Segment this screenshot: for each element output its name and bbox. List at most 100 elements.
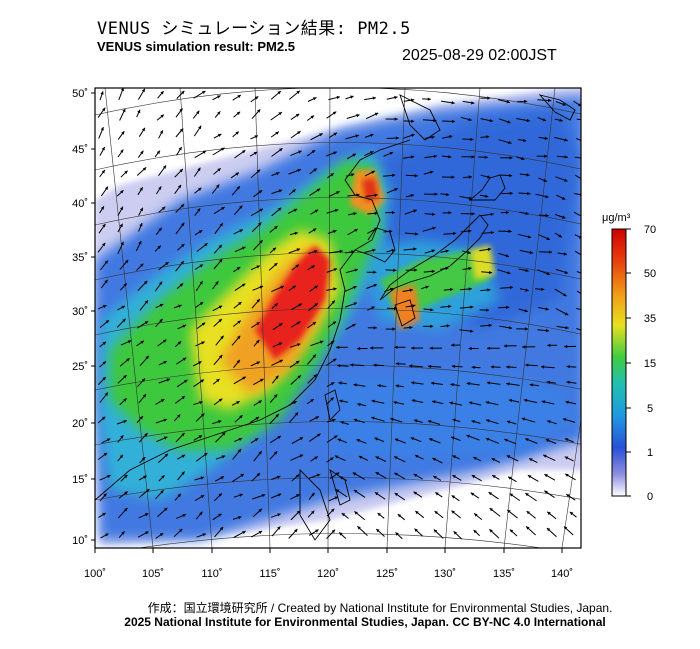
wind-arrow bbox=[117, 507, 128, 519]
wind-arrow bbox=[270, 111, 283, 121]
wind-arrow bbox=[155, 186, 162, 195]
wind-arrow bbox=[440, 304, 452, 309]
wind-arrow bbox=[471, 365, 481, 369]
wind-arrow bbox=[386, 95, 398, 100]
wind-arrow bbox=[449, 401, 463, 406]
wind-arrow bbox=[117, 149, 124, 158]
wind-arrow bbox=[404, 209, 417, 215]
wind-arrow bbox=[500, 156, 513, 160]
lat-tick-label: 20˚ bbox=[72, 418, 88, 430]
wind-arrow bbox=[306, 149, 316, 157]
wind-arrow bbox=[521, 417, 536, 423]
wind-arrow bbox=[491, 474, 500, 480]
wind-arrow bbox=[99, 360, 107, 368]
wind-arrow bbox=[538, 250, 553, 254]
wind-arrow bbox=[195, 280, 204, 292]
wind-arrow bbox=[576, 308, 581, 311]
wind-arrow bbox=[345, 134, 359, 140]
wind-arrow bbox=[340, 421, 349, 425]
wind-arrow bbox=[554, 288, 567, 297]
wind-arrow bbox=[307, 354, 317, 365]
wind-arrow bbox=[328, 132, 338, 139]
wind-arrow bbox=[471, 474, 482, 482]
wind-arrow bbox=[525, 438, 538, 444]
wind-arrow bbox=[137, 378, 146, 388]
wind-arrow bbox=[339, 476, 347, 482]
wind-arrow bbox=[497, 252, 510, 258]
wind-arrow bbox=[98, 512, 106, 519]
wind-arrow bbox=[213, 318, 223, 327]
wind-arrow bbox=[97, 416, 106, 424]
wind-arrow bbox=[347, 228, 359, 236]
wind-arrow bbox=[310, 209, 319, 215]
wind-arrow bbox=[193, 401, 203, 406]
wind-arrow bbox=[270, 285, 285, 293]
wind-arrow bbox=[347, 193, 360, 197]
wind-arrow bbox=[364, 248, 376, 253]
lat-tick-label: 10˚ bbox=[72, 535, 88, 547]
wind-arrow bbox=[250, 95, 259, 103]
wind-arrow bbox=[489, 528, 500, 539]
wind-arrow bbox=[100, 186, 109, 197]
lat-tick-label: 40˚ bbox=[72, 198, 88, 210]
wind-arrow bbox=[158, 474, 165, 482]
wind-arrow bbox=[574, 156, 581, 159]
wind-arrow bbox=[118, 88, 124, 101]
wind-arrow bbox=[423, 308, 434, 312]
wind-arrow bbox=[213, 354, 223, 366]
wind-arrow bbox=[345, 268, 359, 274]
pm25-field bbox=[95, 88, 581, 545]
wind-arrow bbox=[250, 208, 264, 217]
wind-arrow bbox=[271, 172, 280, 177]
wind-arrow bbox=[544, 473, 556, 481]
wind-arrow bbox=[271, 189, 283, 195]
wind-arrow bbox=[473, 529, 481, 537]
wind-arrow bbox=[174, 168, 184, 178]
wind-arrow bbox=[564, 473, 576, 481]
wind-arrow bbox=[192, 360, 202, 367]
wind-arrow bbox=[405, 194, 415, 198]
wind-arrow bbox=[308, 529, 319, 536]
map-frame bbox=[94, 87, 582, 549]
wind-arrow bbox=[252, 508, 263, 518]
wind-arrow bbox=[120, 170, 128, 178]
wind-arrow bbox=[451, 510, 462, 519]
lat-tick-label: 25˚ bbox=[72, 361, 88, 373]
wind-arrow bbox=[383, 151, 394, 157]
wind-arrow bbox=[233, 205, 243, 216]
wind-arrow bbox=[174, 493, 182, 501]
wind-arrow bbox=[251, 298, 261, 309]
wind-arrow bbox=[307, 97, 317, 102]
wind-arrow bbox=[504, 438, 517, 445]
lat-tick-label: 45˚ bbox=[72, 144, 88, 156]
wind-arrow bbox=[269, 435, 282, 444]
wind-arrow bbox=[326, 287, 337, 291]
wind-arrow bbox=[176, 513, 187, 519]
wind-arrow bbox=[564, 456, 574, 462]
colorbar-tick-label: 0 bbox=[647, 491, 653, 503]
wind-arrow bbox=[498, 173, 513, 178]
wind-arrow bbox=[174, 340, 182, 348]
wind-arrow bbox=[424, 212, 436, 216]
wind-arrow bbox=[431, 400, 444, 405]
wind-arrow bbox=[117, 206, 124, 217]
wind-arrow bbox=[557, 252, 568, 256]
wind-arrow bbox=[251, 321, 261, 329]
wind-arrow bbox=[414, 454, 424, 460]
wind-arrow bbox=[462, 175, 472, 179]
colorbar-gradient bbox=[611, 228, 627, 497]
wind-arrow bbox=[485, 437, 499, 444]
wind-arrow bbox=[497, 269, 511, 275]
wind-arrow bbox=[547, 343, 558, 347]
wind-arrow bbox=[364, 96, 376, 101]
lon-tick-label: 135˚ bbox=[493, 568, 515, 580]
wind-arrow bbox=[155, 489, 164, 500]
wind-arrow bbox=[498, 229, 512, 233]
wind-arrow bbox=[451, 494, 460, 502]
wind-arrow bbox=[233, 359, 241, 369]
wind-arrow bbox=[138, 393, 147, 404]
wind-arrow bbox=[250, 169, 261, 179]
wind-arrow bbox=[271, 493, 282, 499]
wind-arrow bbox=[527, 474, 539, 482]
